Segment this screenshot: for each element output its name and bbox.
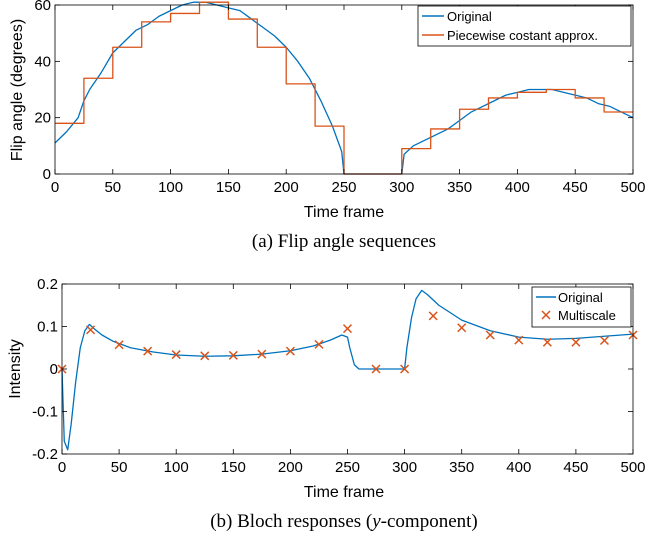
panel-a-legend-label-piecewise: Piecewise costant approx.	[447, 28, 598, 43]
panel-a-legend: Original Piecewise costant approx.	[417, 5, 632, 47]
panel-a-ylabel: Flip angle (degrees)	[9, 19, 26, 161]
panel-b-legend-label-original: Original	[558, 290, 603, 305]
panel-b-marker-12	[400, 364, 410, 374]
panel-b-marker-1	[86, 325, 96, 335]
panel-b-xtick-label-7: 350	[449, 459, 474, 476]
panel-a-xlabel: Time frame	[304, 204, 384, 221]
panel-a-legend-label-original: Original	[447, 9, 492, 24]
panel-b-xtick-label-6: 300	[392, 459, 417, 476]
panel-b-marker-19	[599, 335, 609, 346]
panel-b-marker-8	[285, 346, 295, 356]
panel-b-legend-box	[531, 286, 632, 328]
panel-b-xtick-label-1: 50	[111, 459, 128, 476]
panel-a-xtick-label-8: 400	[505, 179, 530, 196]
panel-b-bloch: 0 50 100 150 200 250 300 350 400 450 500 -0.2 -0.1 0 0…	[7, 276, 646, 532]
panel-a-xtick-label-9: 450	[563, 179, 588, 196]
panel-b-xtick-label-4: 200	[278, 459, 303, 476]
panel-b-ytick-label-3: 0.1	[37, 319, 58, 336]
panel-a-axes	[54, 4, 634, 175]
panel-b-marker-6	[228, 350, 238, 360]
panel-a-ytick-label-1: 20	[34, 110, 51, 127]
panel-a-series-0-line	[54, 1, 634, 175]
panel-b-xlabel: Time frame	[304, 484, 384, 501]
panel-b-marker-2	[114, 340, 124, 350]
panel-a-xtick-label-4: 200	[274, 179, 299, 196]
panel-b-marker-9	[314, 339, 324, 349]
panel-a-xtick-label-3: 150	[216, 179, 241, 196]
panel-a-ytick-label-2: 40	[34, 53, 51, 70]
panel-a-xtick-label-1: 50	[104, 179, 121, 196]
panel-b-marker-11	[371, 364, 381, 374]
panel-a-ytick-label-0: 0	[43, 166, 51, 183]
panel-b-ytick-label-2: 0	[50, 361, 58, 378]
panel-b-xtick-label-3: 150	[221, 459, 246, 476]
panel-a-xtick-label-0: 0	[51, 179, 59, 196]
panel-b-marker-18	[571, 337, 581, 347]
panel-a-flip-angle: 0 50 100 150 200 250 300 350 400 450 500 0 20 40 60 Ti…	[9, 0, 646, 252]
panel-b-ytick-label-1: -0.1	[32, 404, 58, 421]
panel-b-series-group	[57, 289, 638, 451]
panel-b-marker-17	[542, 337, 552, 347]
panel-b-xtick-label-8: 400	[506, 459, 531, 476]
panel-b-legend: Original Multiscale	[531, 286, 632, 328]
panel-b-marker-10	[342, 324, 353, 334]
panel-b-ylabel: Intensity	[7, 339, 24, 399]
panel-a-tick-labels: 0 50 100 150 200 250 300 350 400 450 500 0 20 40 60	[34, 0, 645, 196]
panel-a-xtick-label-6: 300	[389, 179, 414, 196]
panel-b-axes	[61, 283, 634, 455]
panel-b-xtick-label-0: 0	[58, 459, 66, 476]
panel-b-legend-label-multiscale: Multiscale	[558, 308, 616, 323]
panel-b-marker-15	[485, 330, 495, 340]
panel-b-caption-var: y	[370, 511, 381, 532]
panel-b-marker-4	[171, 350, 181, 360]
panel-b-marker-7	[257, 349, 267, 359]
panel-b-marker-5	[200, 351, 210, 361]
panel-b-legend-swatch-multiscale	[541, 310, 551, 320]
panel-b-xtick-label-5: 250	[335, 459, 360, 476]
panel-b-ytick-label-0: -0.2	[32, 446, 58, 463]
panel-a-caption: (a) Flip angle sequences	[252, 231, 436, 252]
panel-b-marker-14	[457, 323, 467, 333]
panel-b-marker-3	[143, 346, 153, 356]
panel-a-ytick-label-3: 60	[34, 0, 51, 14]
panel-b-xtick-label-10: 500	[620, 459, 645, 476]
panel-a-series-group	[54, 1, 634, 175]
panel-b-xtick-label-2: 100	[164, 459, 189, 476]
panel-b-xtick-label-9: 450	[563, 459, 588, 476]
panel-b-caption-post: -component)	[381, 511, 478, 532]
panel-a-xtick-label-5: 250	[331, 179, 356, 196]
panel-a-legend-box	[417, 5, 632, 47]
panel-a-xtick-label-2: 100	[158, 179, 183, 196]
panel-b-marker-13	[428, 311, 438, 321]
panel-b-ytick-label-4: 0.2	[37, 276, 58, 293]
panel-a-series-1-line	[55, 1, 633, 175]
panel-b-marker-16	[514, 335, 524, 345]
panel-b-caption: (b) Bloch responses (y-component)	[210, 511, 478, 532]
panel-b-caption-pre: (b) Bloch responses (	[210, 511, 372, 532]
panel-b-series-0-line	[61, 289, 634, 451]
panel-a-xtick-label-10: 500	[620, 179, 645, 196]
panel-a-xtick-label-7: 350	[447, 179, 472, 196]
panel-b-tick-labels: 0 50 100 150 200 250 300 350 400 450 500 -0.2 -0.1 0 0…	[32, 276, 645, 476]
